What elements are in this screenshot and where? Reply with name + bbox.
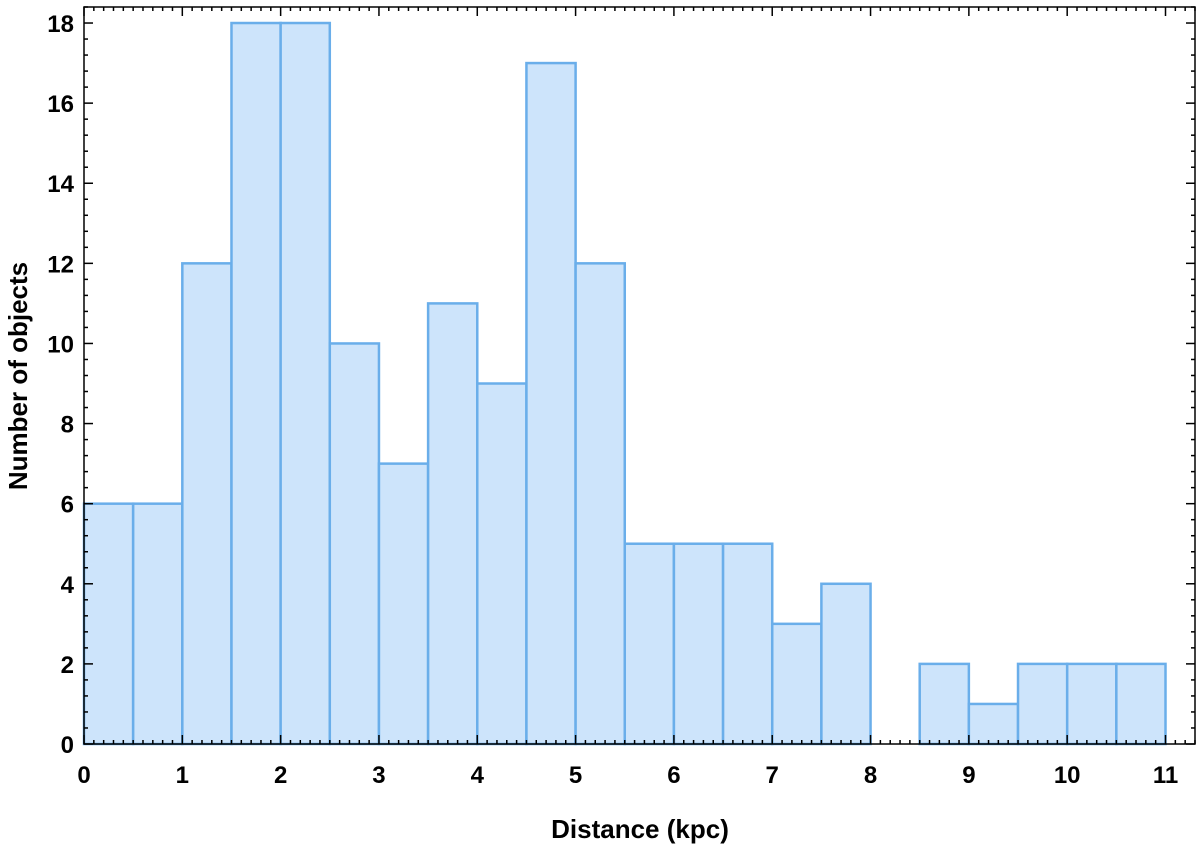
histogram-bar [230, 21, 282, 746]
histogram-bar [820, 582, 872, 746]
histogram-bar [672, 542, 725, 746]
y-tick-label: 16 [47, 91, 74, 118]
histogram-bar [525, 61, 577, 746]
histogram-bar [426, 302, 479, 746]
histogram-bar [82, 502, 135, 746]
histogram-bar [181, 262, 233, 746]
y-tick-label: 4 [61, 572, 75, 599]
y-tick-label: 12 [47, 251, 74, 278]
x-tick-label: 6 [667, 762, 680, 789]
y-tick-label: 8 [61, 412, 74, 439]
y-tick-label: 2 [61, 652, 74, 679]
x-tick-label: 1 [176, 762, 189, 789]
plot-frame [83, 6, 1196, 745]
histogram-bar [967, 702, 1020, 746]
y-tick-label: 6 [61, 492, 74, 519]
histogram-bar [770, 622, 823, 746]
y-tick-label: 10 [47, 331, 74, 358]
x-tick-label: 2 [274, 762, 287, 789]
histogram-bar [131, 502, 184, 746]
histogram-bar [328, 342, 381, 746]
bars-group [82, 21, 1167, 746]
x-tick-label: 5 [569, 762, 582, 789]
histogram-bar [476, 382, 528, 746]
histogram-bar [377, 462, 430, 746]
histogram-bar [721, 542, 774, 746]
histogram-bar [574, 262, 627, 746]
x-tick-label: 11 [1153, 762, 1178, 789]
x-axis-label: Distance (kpc) [551, 814, 729, 844]
x-tick-label: 10 [1054, 762, 1081, 789]
histogram-bar [623, 542, 676, 746]
y-axis-label: Number of objects [3, 262, 33, 490]
x-tick-label: 9 [962, 762, 975, 789]
y-tick-label: 14 [47, 171, 74, 198]
x-tick-label: 8 [864, 762, 877, 789]
x-tick-label: 4 [471, 762, 485, 789]
x-tick-label: 0 [77, 762, 90, 789]
x-tick-label: 7 [766, 762, 779, 789]
x-tick-label: 3 [372, 762, 385, 789]
y-tick-label: 0 [61, 732, 74, 759]
histogram-bar [1016, 662, 1069, 746]
y-tick-label: 18 [47, 11, 74, 38]
histogram-bar [918, 662, 971, 746]
histogram-bar [279, 21, 332, 746]
histogram-bar [1065, 662, 1118, 746]
histogram-bar [1115, 662, 1167, 746]
